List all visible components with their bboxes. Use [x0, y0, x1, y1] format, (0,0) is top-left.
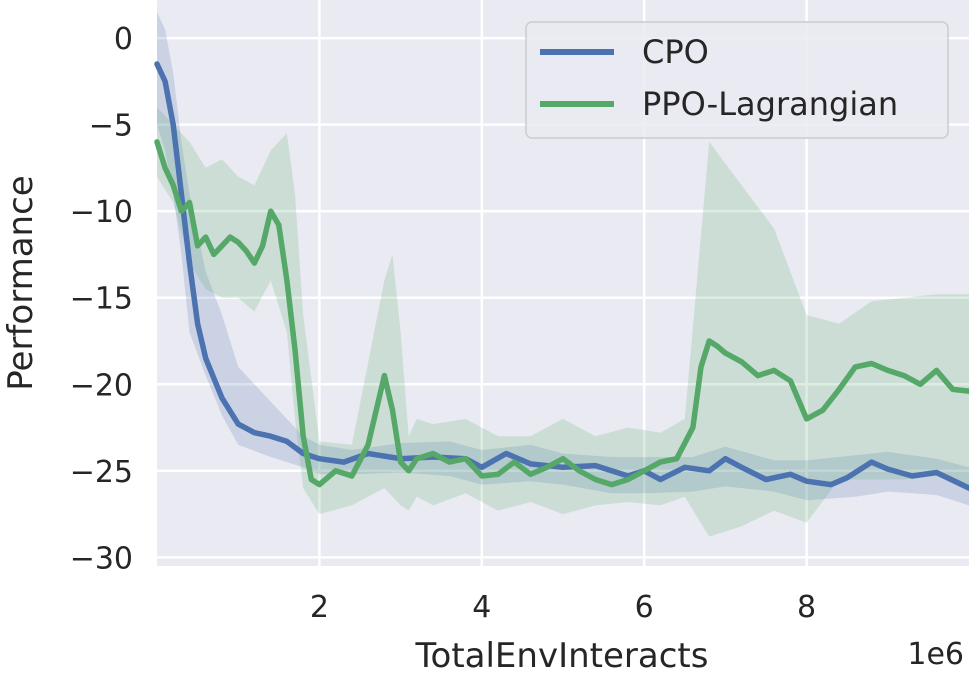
- x-ticks: 2 4 6 8: [310, 590, 816, 625]
- y-tick-label: 0: [114, 22, 133, 57]
- y-ticks: 0 −5 −10 −15 −20 −25 −30: [70, 22, 133, 576]
- legend: CPO PPO-Lagrangian: [525, 21, 949, 139]
- band-cpo: [157, 12, 969, 506]
- y-tick-label: −5: [89, 109, 133, 144]
- legend-label-cpo: CPO: [642, 33, 709, 71]
- y-tick-label: −25: [70, 455, 133, 490]
- y-tick-label: −15: [70, 282, 133, 317]
- y-tick-label: −20: [70, 368, 133, 403]
- y-tick-label: −10: [70, 195, 133, 230]
- x-tick-label: 8: [797, 590, 816, 625]
- x-offset-text: 1e6: [907, 637, 964, 672]
- legend-label-ppo-lagrangian: PPO-Lagrangian: [642, 85, 898, 123]
- x-tick-label: 4: [472, 590, 491, 625]
- confidence-bands: [157, 12, 969, 537]
- x-tick-label: 2: [310, 590, 329, 625]
- legend-box: [525, 21, 949, 139]
- y-axis-label: Performance: [1, 175, 41, 390]
- band-ppo-lagrangian: [157, 107, 969, 537]
- x-tick-label: 6: [635, 590, 654, 625]
- series-line-ppo-lagrangian: [154, 139, 969, 488]
- x-axis-label: TotalEnvInteracts: [415, 636, 709, 674]
- series-line-cpo: [154, 61, 969, 491]
- y-tick-label: −30: [70, 541, 133, 576]
- series-lines: [154, 61, 969, 491]
